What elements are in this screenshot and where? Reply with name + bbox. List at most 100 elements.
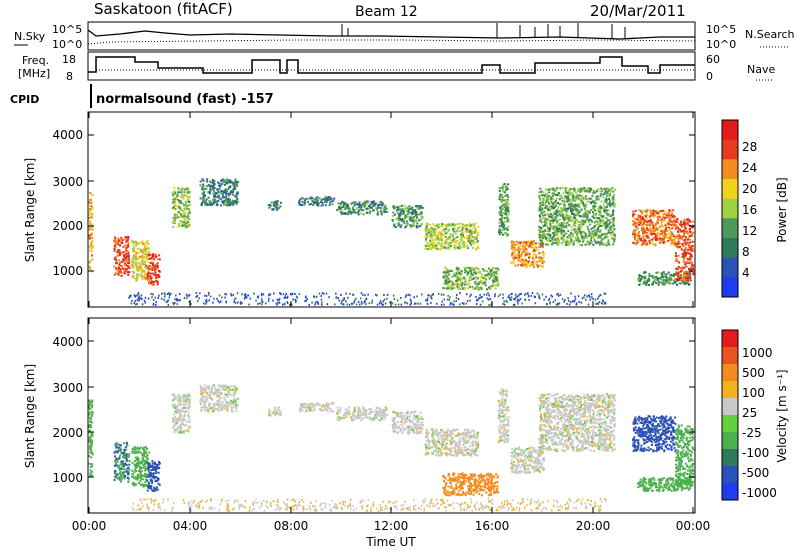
power-scatter-cell <box>225 301 227 303</box>
power-cell <box>665 211 667 213</box>
power-cell <box>532 257 534 259</box>
power-cell <box>579 211 581 213</box>
power-cell <box>118 249 120 251</box>
power-cell <box>209 185 211 187</box>
power-cell <box>178 224 180 226</box>
power-scatter-cell <box>463 303 465 305</box>
power-cell <box>611 218 613 220</box>
power-cell <box>425 240 427 242</box>
power-scatter-cell <box>205 300 207 302</box>
power-cell <box>582 203 584 205</box>
power-cell <box>314 201 316 203</box>
power-cell <box>668 278 670 280</box>
power-cell <box>574 221 576 223</box>
power-cell <box>461 231 463 233</box>
power-cell <box>488 287 490 289</box>
power-cell <box>635 243 637 245</box>
power-cell <box>582 189 584 191</box>
power-cell <box>585 215 587 217</box>
power-cell <box>685 261 687 263</box>
power-cell <box>400 224 402 226</box>
velocity-cell <box>120 449 122 451</box>
power-cell <box>421 215 423 217</box>
power-cell <box>185 201 187 203</box>
power-cell <box>127 265 129 267</box>
power-cell <box>449 238 451 240</box>
power-cell <box>597 237 599 239</box>
power-scatter-cell <box>334 303 336 305</box>
power-cell <box>459 226 461 228</box>
power-cell <box>435 234 437 236</box>
power-cell <box>688 262 690 264</box>
power-cell <box>416 217 418 219</box>
power-scatter-cell <box>466 293 468 295</box>
power-cell <box>434 244 436 246</box>
power-cell <box>543 191 545 193</box>
power-cell <box>152 253 154 255</box>
power-cell <box>547 195 549 197</box>
power-cell <box>470 279 472 281</box>
power-cell <box>476 267 478 269</box>
power-cell <box>472 274 474 276</box>
power-cell <box>690 260 692 262</box>
power-scatter-cell <box>476 303 478 305</box>
power-cell <box>173 201 175 203</box>
power-cell <box>537 249 539 251</box>
power-scatter-cell <box>545 296 547 298</box>
power-cell <box>560 215 562 217</box>
power-scatter-cell <box>511 299 513 301</box>
power-cell <box>525 266 527 268</box>
power-cell <box>429 240 431 242</box>
power-cell <box>653 210 655 212</box>
power-cell <box>594 205 596 207</box>
power-cell <box>685 228 687 230</box>
power-cell <box>147 243 149 245</box>
power-cell <box>643 243 645 245</box>
power-cell <box>380 207 382 209</box>
power-cell <box>544 196 546 198</box>
power-cell <box>565 210 567 212</box>
power-cell <box>606 189 608 191</box>
power-cell <box>493 278 495 280</box>
power-cell <box>365 204 367 206</box>
power-cell <box>600 187 602 189</box>
power-cell <box>498 198 500 200</box>
power-cell <box>663 271 665 273</box>
power-cell <box>608 195 610 197</box>
power-scatter-cell <box>602 303 604 305</box>
power-cell <box>587 210 589 212</box>
power-cell <box>484 282 486 284</box>
power-cell <box>459 273 461 275</box>
velocity-cell <box>89 411 91 413</box>
power-cell <box>574 206 576 208</box>
power-cell <box>526 266 528 268</box>
power-cell <box>433 239 435 241</box>
power-cell <box>606 192 608 194</box>
power-cell <box>187 213 189 215</box>
power-scatter-cell <box>502 297 504 299</box>
power-cell <box>660 224 662 226</box>
power-scatter-cell <box>358 301 360 303</box>
power-cell <box>690 266 692 268</box>
velocity-cell <box>89 448 91 450</box>
power-cell <box>575 196 577 198</box>
power-scatter-cell <box>436 303 438 305</box>
power-scatter-cell <box>134 302 136 304</box>
power-cell <box>526 254 528 256</box>
power-cell <box>467 235 469 237</box>
power-cell <box>670 217 672 219</box>
velocity-cell <box>89 424 91 426</box>
power-cell <box>233 202 235 204</box>
power-cell <box>404 217 406 219</box>
power-cell <box>416 225 418 227</box>
power-cell <box>569 241 571 243</box>
power-cell <box>511 261 513 263</box>
power-scatter-cell <box>409 304 411 306</box>
power-scatter-cell <box>420 303 422 305</box>
power-cell <box>355 201 357 203</box>
power-scatter-cell <box>502 294 504 296</box>
power-scatter-cell <box>520 293 522 295</box>
power-scatter-cell <box>253 293 255 295</box>
power-cell <box>515 250 517 252</box>
power-cell <box>512 257 514 259</box>
